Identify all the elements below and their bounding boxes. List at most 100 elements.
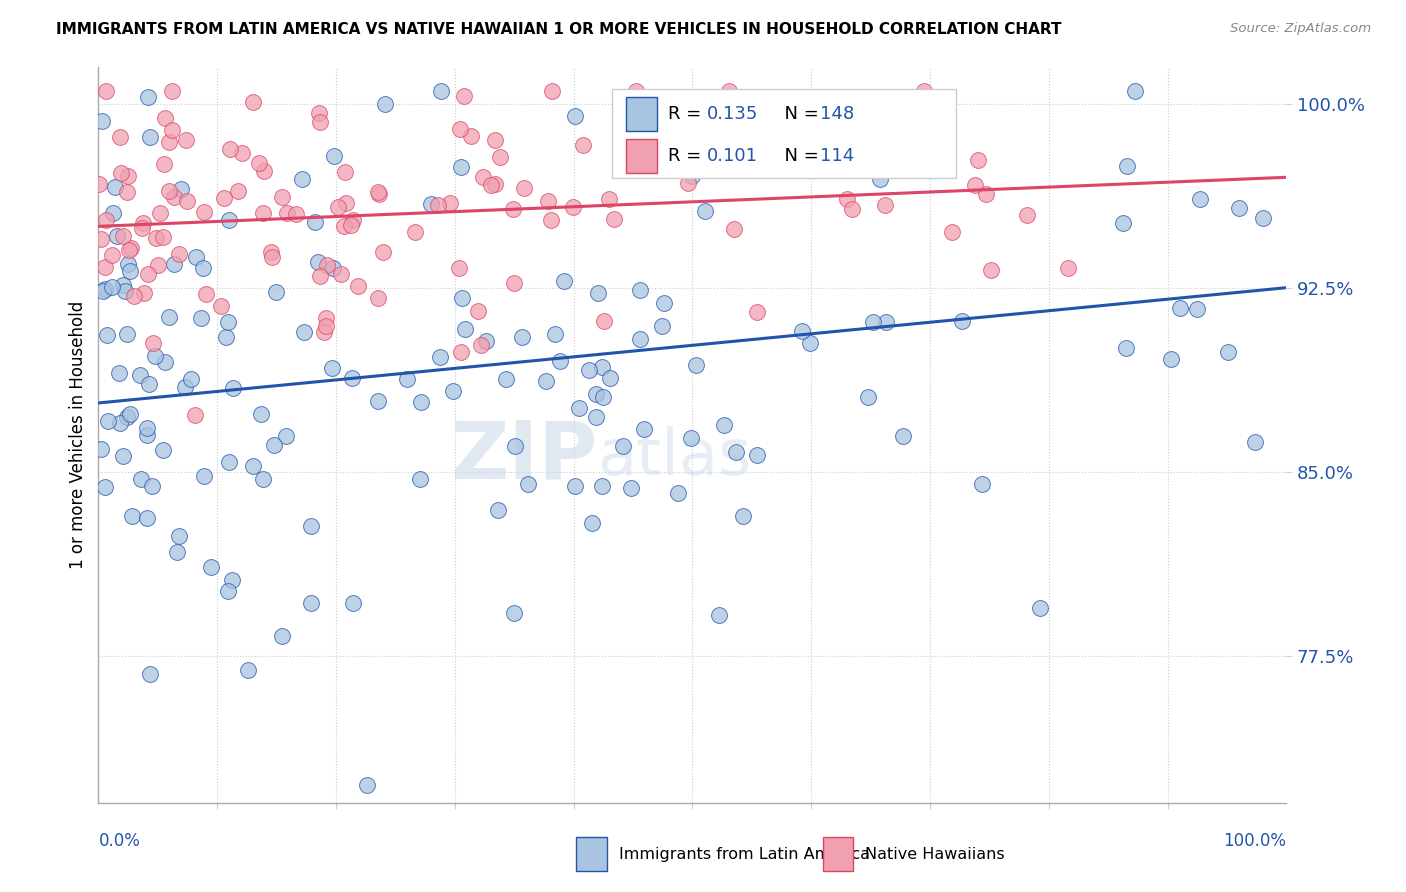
Point	[367, 291, 389, 305]
Point	[136, 267, 159, 281]
Point	[160, 123, 183, 137]
Point	[308, 106, 330, 120]
Point	[163, 190, 186, 204]
Point	[342, 370, 364, 384]
Text: atlas: atlas	[598, 425, 752, 488]
Text: 0.0%: 0.0%	[98, 832, 141, 850]
Point	[143, 349, 166, 363]
Text: 114: 114	[820, 147, 853, 165]
Point	[426, 197, 449, 211]
Point	[591, 359, 613, 374]
Text: 148: 148	[820, 105, 853, 123]
Point	[603, 211, 626, 226]
Point	[299, 596, 322, 610]
Point	[209, 299, 232, 313]
Point	[454, 321, 477, 335]
Point	[920, 120, 942, 135]
Point	[115, 186, 138, 200]
Point	[347, 279, 370, 293]
Point	[620, 481, 643, 495]
Point	[561, 200, 583, 214]
Point	[93, 284, 115, 298]
Point	[323, 149, 346, 163]
Point	[912, 84, 935, 98]
Point	[252, 472, 274, 486]
Point	[163, 257, 186, 271]
Point	[970, 476, 993, 491]
Point	[862, 315, 884, 329]
Point	[572, 137, 595, 152]
Point	[200, 560, 222, 574]
Point	[89, 177, 111, 191]
Point	[94, 213, 117, 227]
Point	[723, 222, 745, 236]
Point	[441, 384, 464, 398]
Point	[271, 629, 294, 643]
Point	[633, 422, 655, 436]
Point	[592, 314, 614, 328]
Point	[221, 573, 243, 587]
Point	[419, 197, 441, 211]
Point	[276, 429, 298, 443]
Point	[790, 324, 813, 338]
Point	[470, 338, 492, 352]
Point	[1057, 260, 1080, 275]
Point	[94, 282, 117, 296]
Point	[1189, 192, 1212, 206]
Point	[94, 260, 117, 274]
Point	[1116, 159, 1139, 173]
Text: R =: R =	[668, 105, 707, 123]
Point	[624, 84, 647, 98]
Point	[395, 372, 418, 386]
Point	[309, 115, 332, 129]
Point	[236, 663, 259, 677]
Point	[1251, 211, 1274, 225]
Point	[94, 480, 117, 494]
Point	[136, 427, 159, 442]
Point	[484, 133, 506, 147]
Point	[628, 332, 651, 346]
Point	[747, 305, 769, 319]
Point	[875, 198, 897, 212]
Point	[160, 84, 183, 98]
Point	[965, 178, 987, 192]
Point	[176, 194, 198, 208]
Point	[666, 486, 689, 500]
Point	[190, 311, 212, 326]
Point	[139, 667, 162, 681]
Point	[231, 146, 253, 161]
Point	[451, 291, 474, 305]
Point	[541, 84, 564, 98]
Point	[136, 90, 159, 104]
Point	[409, 394, 432, 409]
Point	[132, 286, 155, 301]
Point	[598, 192, 620, 206]
Point	[157, 135, 180, 149]
Point	[285, 206, 308, 220]
Point	[218, 455, 240, 469]
Point	[564, 479, 586, 493]
Point	[592, 390, 614, 404]
Point	[356, 778, 378, 792]
Point	[155, 355, 177, 369]
Point	[586, 286, 609, 301]
Point	[429, 84, 451, 98]
Point	[367, 185, 389, 199]
Point	[136, 511, 159, 525]
Point	[733, 508, 755, 523]
Text: Immigrants from Latin America: Immigrants from Latin America	[619, 847, 870, 862]
Point	[215, 330, 238, 344]
Point	[374, 97, 396, 112]
Point	[797, 90, 820, 104]
Point	[581, 516, 603, 530]
Point	[408, 472, 430, 486]
Text: N =: N =	[773, 105, 825, 123]
Point	[264, 285, 287, 300]
Point	[453, 89, 475, 103]
Point	[980, 262, 1002, 277]
Point	[326, 200, 349, 214]
Point	[111, 277, 134, 292]
Point	[340, 218, 363, 232]
Point	[141, 479, 163, 493]
Point	[333, 165, 356, 179]
